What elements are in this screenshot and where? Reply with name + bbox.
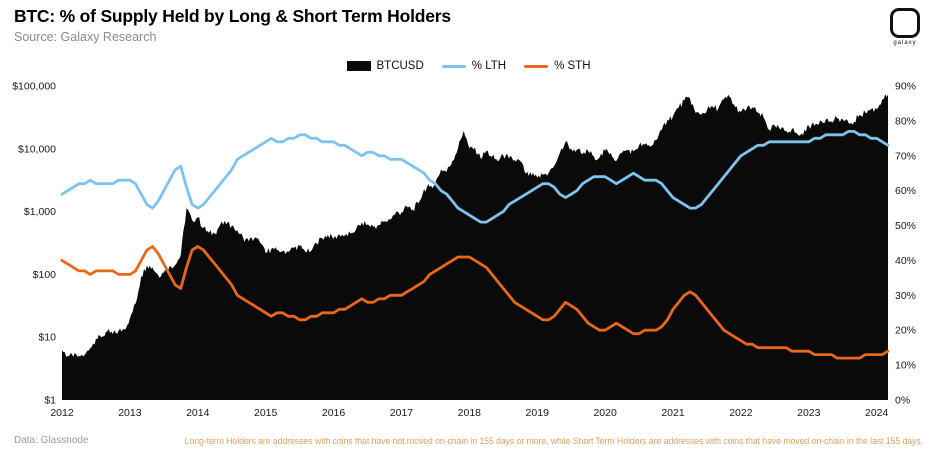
btcusd-swatch-icon	[346, 61, 371, 71]
lth-swatch-icon	[441, 64, 466, 68]
legend-label-lth: % LTH	[471, 60, 507, 72]
x-axis-tick: 2013	[118, 407, 142, 419]
sth-swatch-icon	[524, 64, 549, 68]
data-source-label: Data: Glassnode	[14, 435, 89, 446]
y-axis-right-tick: 90%	[895, 81, 916, 93]
x-axis-tick: 2022	[729, 407, 753, 419]
x-axis-tick: 2020	[593, 407, 617, 419]
galaxy-logo: galaxy	[885, 8, 925, 46]
x-axis-tick: 2018	[458, 407, 482, 419]
y-axis-right-tick: 20%	[895, 325, 916, 337]
legend-item-lth: % LTH	[441, 60, 507, 72]
x-axis-tick: 2017	[390, 407, 414, 419]
y-axis-left-tick: $10	[38, 332, 56, 344]
legend-item-sth: % STH	[524, 60, 591, 72]
x-axis-tick: 2023	[797, 407, 821, 419]
y-axis-right-tick: 0%	[895, 395, 910, 407]
y-axis-left-tick: $10,000	[18, 143, 56, 155]
x-axis-tick: 2021	[661, 407, 685, 419]
y-axis-right-tick: 30%	[895, 290, 916, 302]
x-axis-tick: 2012	[50, 407, 74, 419]
page-title: BTC: % of Supply Held by Long & Short Te…	[14, 6, 451, 26]
source-label: Source: Galaxy Research	[14, 30, 157, 44]
y-axis-left-tick: $100,000	[12, 81, 56, 93]
y-axis-right-tick: 70%	[895, 150, 916, 162]
x-axis-tick: 2014	[186, 407, 210, 419]
y-axis-left-tick: $1	[44, 395, 56, 407]
galaxy-logo-icon	[890, 8, 920, 38]
y-axis-right-tick: 40%	[895, 255, 916, 267]
x-axis-tick: 2024	[865, 407, 889, 419]
galaxy-logo-text: galaxy	[893, 40, 917, 46]
lth-line	[60, 130, 890, 224]
legend-label-sth: % STH	[554, 60, 591, 72]
x-axis-tick: 2016	[322, 407, 346, 419]
y-axis-right-tick: 80%	[895, 115, 916, 127]
sth-line	[60, 245, 890, 360]
legend-label-btcusd: BTCUSD	[376, 60, 424, 72]
methodology-note: Long-term Holders are addresses with coi…	[184, 436, 923, 446]
legend-item-btcusd: BTCUSD	[346, 60, 424, 72]
y-axis-right-tick: 50%	[895, 220, 916, 232]
y-axis-left-tick: $100	[33, 269, 57, 281]
y-axis-right-tick: 10%	[895, 360, 916, 372]
y-axis-right-tick: 60%	[895, 185, 916, 197]
price-holders-chart: $1 $10 $100 $1,000 $10,000 $100,000 0% 10% 20% 30…	[12, 81, 916, 420]
btcusd-area	[62, 94, 888, 400]
y-axis-left-tick: $1,000	[24, 206, 56, 218]
x-axis-tick: 2015	[254, 407, 278, 419]
chart-legend: BTCUSD % LTH % STH	[0, 60, 937, 72]
x-axis-tick: 2019	[526, 407, 550, 419]
